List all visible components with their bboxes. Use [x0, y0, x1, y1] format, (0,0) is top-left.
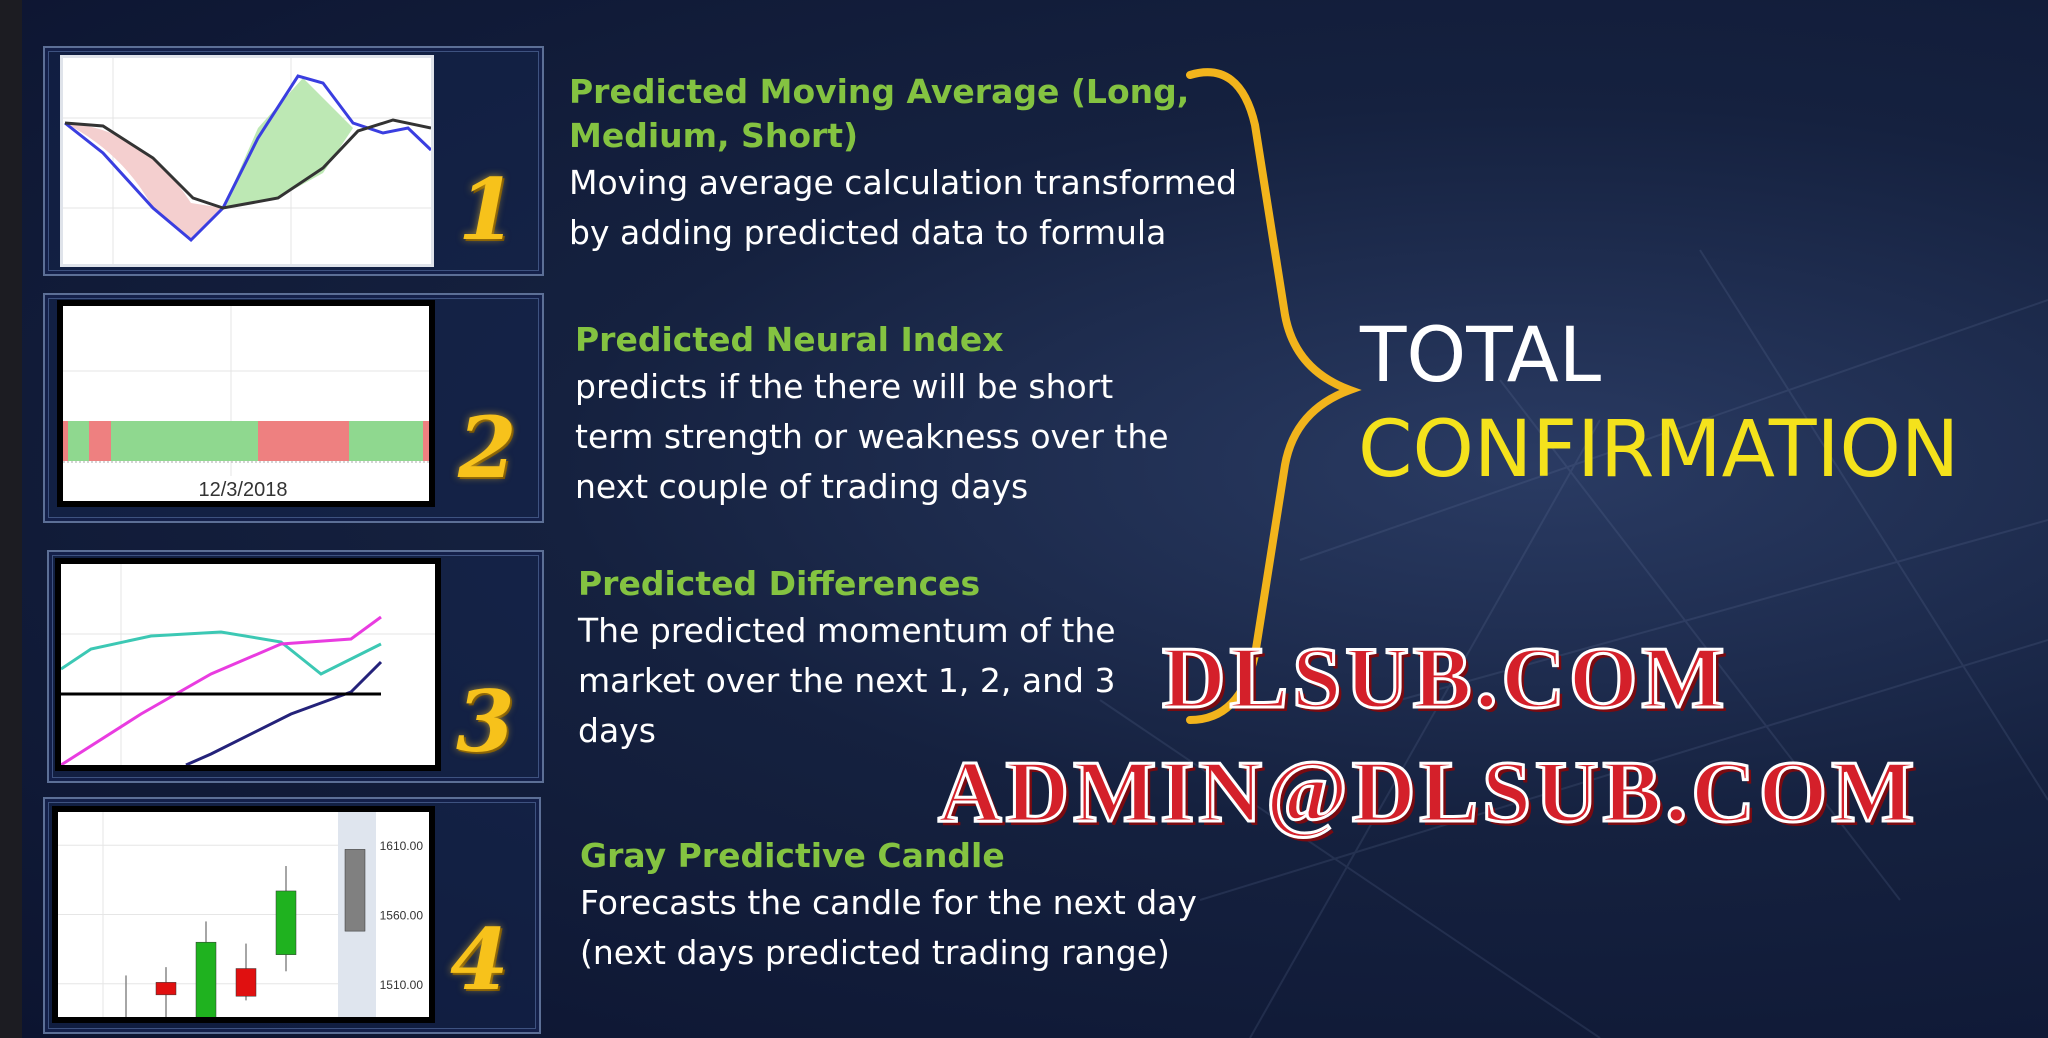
candle-body: [195, 941, 217, 1026]
candle-body: [155, 982, 177, 996]
day3-difference-line: [185, 660, 383, 767]
step-number-4: 4: [450, 910, 509, 1009]
neural-index-thumbnail: 12/3/2018: [57, 300, 435, 507]
item-moving-average: Predicted Moving Average (Long, Medium, S…: [569, 70, 1237, 258]
step-number-1: 1: [458, 160, 517, 259]
differences-thumbnail: [55, 558, 441, 771]
neural-index-chart: 12/3/2018: [63, 306, 429, 501]
candle-body: [275, 890, 297, 955]
body-line: (next days predicted trading range): [580, 933, 1170, 972]
day2-difference-line: [60, 615, 382, 767]
weakness-segment: [89, 421, 111, 461]
y-tick-label: 1610.00: [380, 839, 424, 853]
body-line: Moving average calculation transformed: [569, 163, 1238, 202]
weakness-segment: [258, 421, 349, 461]
y-tick-label: 1560.00: [380, 909, 424, 923]
title-line: Medium, Short): [569, 116, 859, 155]
watermark-email: ADMIN@DLSUB.COM: [936, 743, 1919, 843]
body-line: term strength or weakness over the: [575, 417, 1169, 456]
moving-average-thumbnail: [60, 55, 434, 267]
item-title: Predicted Moving Average (Long, Medium, S…: [569, 70, 1237, 158]
day1-difference-line: [60, 630, 382, 676]
body-line: market over the next 1, 2, and 3: [578, 661, 1116, 700]
item-neural-index: Predicted Neural Index predicts if the t…: [575, 318, 1169, 512]
y-tick-label: 1510.00: [380, 978, 424, 992]
strength-band: [63, 421, 429, 461]
body-line: predicts if the there will be short: [575, 367, 1114, 406]
curly-brace: [1186, 68, 1362, 724]
differences-chart: [60, 564, 435, 767]
long-ma-line: [64, 118, 432, 210]
step-number-2: 2: [458, 398, 517, 497]
predicted-candle: [344, 849, 366, 932]
total-label: TOTAL: [1360, 310, 1602, 399]
date-label: 12/3/2018: [199, 479, 288, 501]
candle-body: [235, 968, 257, 997]
short-ma-line: [64, 74, 433, 243]
left-edge-strip: [0, 0, 22, 1038]
item-title: Predicted Differences: [578, 564, 981, 603]
candlestick-chart: 1610.00 1560.00 1510.00: [58, 812, 424, 1038]
moving-average-chart: [63, 58, 433, 264]
watermark-site: DLSUB.COM: [1161, 629, 1729, 729]
body-line: by adding predicted data to formula: [569, 213, 1167, 252]
body-line: days: [578, 711, 656, 750]
body-line: next couple of trading days: [575, 467, 1029, 506]
item-title: Gray Predictive Candle: [580, 836, 1005, 875]
item-predictive-candle: Gray Predictive Candle Forecasts the can…: [580, 834, 1197, 978]
item-differences: Predicted Differences The predicted mome…: [578, 562, 1116, 756]
confirmation-label: CONFIRMATION: [1358, 405, 1960, 495]
body-line: Forecasts the candle for the next day: [580, 883, 1197, 922]
step-number-3: 3: [456, 672, 515, 771]
item-title: Predicted Neural Index: [575, 320, 1004, 359]
title-line: Predicted Moving Average (Long,: [569, 72, 1190, 111]
body-line: The predicted momentum of the: [578, 611, 1116, 650]
candle-thumbnail: 1610.00 1560.00 1510.00: [52, 806, 435, 1038]
